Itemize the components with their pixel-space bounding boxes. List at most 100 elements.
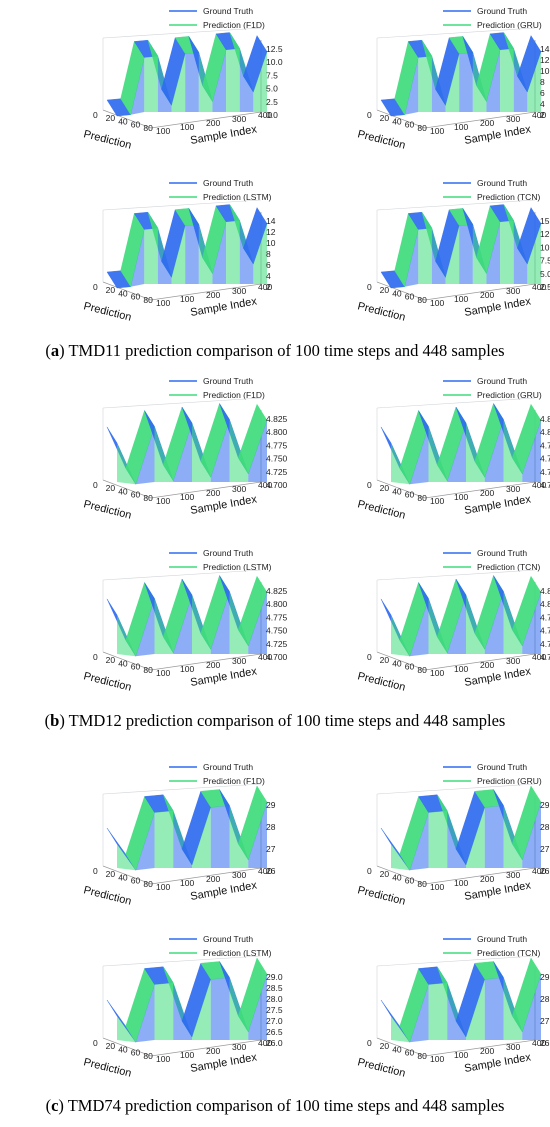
- z-tick-label: 29: [540, 800, 550, 810]
- surface: [380, 785, 542, 871]
- legend-prediction-label: Prediction (LSTM): [203, 192, 272, 202]
- z-ticks: 29 28 27 26: [266, 800, 276, 876]
- legend-truth-label: Ground Truth: [477, 178, 527, 188]
- y-tick-label: 200: [206, 874, 220, 884]
- caption-a-text: TMD11 prediction comparison of 100 time …: [64, 341, 505, 360]
- z-tick-label: 7.5: [540, 256, 550, 266]
- z-tick-label: 4.775: [266, 612, 288, 622]
- x-tick-label: 100: [156, 298, 170, 308]
- caption-c-text: TMD74 prediction comparison of 100 time …: [63, 1096, 505, 1115]
- x-tick-label: 20: [106, 869, 116, 879]
- back-top-edge: [376, 27, 536, 39]
- x-tick-label: 80: [417, 665, 427, 675]
- y-tick-label: 300: [232, 114, 246, 124]
- x-tick-label: 60: [131, 292, 141, 302]
- x-tick-label: 20: [106, 113, 116, 123]
- legend: Ground Truth Prediction (GRU): [443, 762, 542, 786]
- x-tick-label: 60: [131, 662, 141, 672]
- surface-wall-segment: [210, 419, 230, 482]
- axis-floor-edges: [102, 479, 262, 499]
- z-tick-label: 2: [266, 282, 271, 292]
- surface-wall-segment: [484, 591, 504, 654]
- z-tick-label: 12: [540, 55, 550, 65]
- y-tick-label: 100: [454, 294, 468, 304]
- surface-wall-segment: [135, 426, 155, 485]
- z-ticks: 4.825 4.800 4.775 4.750 4.725 4.700: [540, 414, 550, 490]
- x-tick-label: 40: [392, 486, 402, 496]
- legend: Ground Truth Prediction (GRU): [443, 376, 542, 400]
- x-tick-label: 60: [405, 490, 415, 500]
- z-tick-label: 28: [266, 822, 276, 832]
- x-ticks: 0 20 40 60 80 100: [367, 480, 444, 506]
- surface-wall-segment: [185, 52, 199, 112]
- z-tick-label: 6: [540, 88, 545, 98]
- surface-wall-segment: [447, 595, 466, 654]
- z-tick-label: 29: [540, 972, 550, 982]
- surface-wall-segment: [253, 51, 267, 112]
- x-tick-label: 100: [156, 1054, 170, 1064]
- x-tick-label: 60: [405, 662, 415, 672]
- surface-wall-segment: [445, 53, 460, 112]
- z-tick-label: 4.700: [266, 652, 288, 662]
- z-tick-label: 4.825: [540, 586, 550, 596]
- surface-wall-segment: [486, 49, 501, 112]
- x-tick-label: 0: [93, 866, 98, 876]
- z-tick-label: 14: [266, 216, 276, 226]
- chart-a-f1d: Ground Truth Prediction (F1D) 12.5 10.0 7.5 5…: [82, 6, 283, 152]
- z-tick-label: 4.825: [266, 414, 288, 424]
- z-ticks: 15.0 12.5 10.0 7.5 5.0 2.5: [540, 216, 550, 292]
- x-axis-label: Prediction: [356, 128, 406, 151]
- surface-wall-segment: [117, 844, 136, 871]
- y-tick-label: 400: [532, 480, 546, 490]
- z-tick-label: 27.0: [266, 1016, 283, 1026]
- z-ticks: 29.028.528.027.527.026.526.0: [266, 972, 283, 1048]
- x-tick-label: 80: [143, 123, 153, 133]
- surface-wall-segment: [135, 598, 155, 657]
- y-tick-label: 300: [506, 286, 520, 296]
- x-tick-label: 100: [430, 882, 444, 892]
- x-ticks: 0 20 40 60 80 100: [93, 652, 170, 678]
- chart-c-lstm: Ground Truth Prediction (LSTM) 29.028.528.…: [82, 934, 283, 1080]
- surface-wall-segment: [484, 805, 504, 868]
- surface-wall-segment: [459, 224, 473, 284]
- x-tick-label: 60: [405, 292, 415, 302]
- surface-segment: [238, 575, 268, 647]
- x-tick-label: 100: [430, 1054, 444, 1064]
- surface-wall-segment: [144, 228, 158, 284]
- surface-wall-segment: [135, 984, 155, 1043]
- y-axis-label: Sample Index: [189, 879, 258, 903]
- legend: Ground Truth Prediction (LSTM): [169, 548, 272, 572]
- surface-wall-segment: [522, 592, 541, 654]
- surface-wall-segment: [173, 595, 192, 654]
- z-tick-label: 8: [540, 77, 545, 87]
- surface: [380, 32, 542, 117]
- y-tick-label: 200: [480, 488, 494, 498]
- legend: Ground Truth Prediction (TCN): [443, 548, 540, 572]
- z-tick-label: 4.825: [266, 586, 288, 596]
- x-ticks: 0 20 40 60 80 100: [367, 866, 444, 892]
- y-axis-label: Sample Index: [463, 665, 532, 689]
- surface: [106, 575, 268, 657]
- y-tick-label: 100: [180, 294, 194, 304]
- x-ticks: 0 20 40 60 80 100: [93, 282, 170, 308]
- z-tick-label: 10: [540, 66, 550, 76]
- x-tick-label: 0: [367, 282, 372, 292]
- surface-wall-segment: [391, 844, 410, 871]
- x-tick-label: 60: [131, 1048, 141, 1058]
- surface-wall-segment: [212, 221, 227, 284]
- surface-wall-segment: [210, 805, 230, 868]
- legend: Ground Truth Prediction (F1D): [169, 376, 265, 400]
- back-top-edge: [102, 199, 262, 211]
- y-tick-label: 100: [454, 1050, 468, 1060]
- z-tick-label: 26: [540, 866, 550, 876]
- z-tick-label: 28.0: [266, 994, 283, 1004]
- x-tick-label: 80: [143, 493, 153, 503]
- x-tick-label: 60: [405, 120, 415, 130]
- surface-wall-segment: [212, 49, 227, 112]
- surface-wall-segment: [210, 591, 230, 654]
- y-tick-label: 200: [206, 660, 220, 670]
- y-tick-label: 400: [532, 282, 546, 292]
- x-tick-label: 20: [380, 483, 390, 493]
